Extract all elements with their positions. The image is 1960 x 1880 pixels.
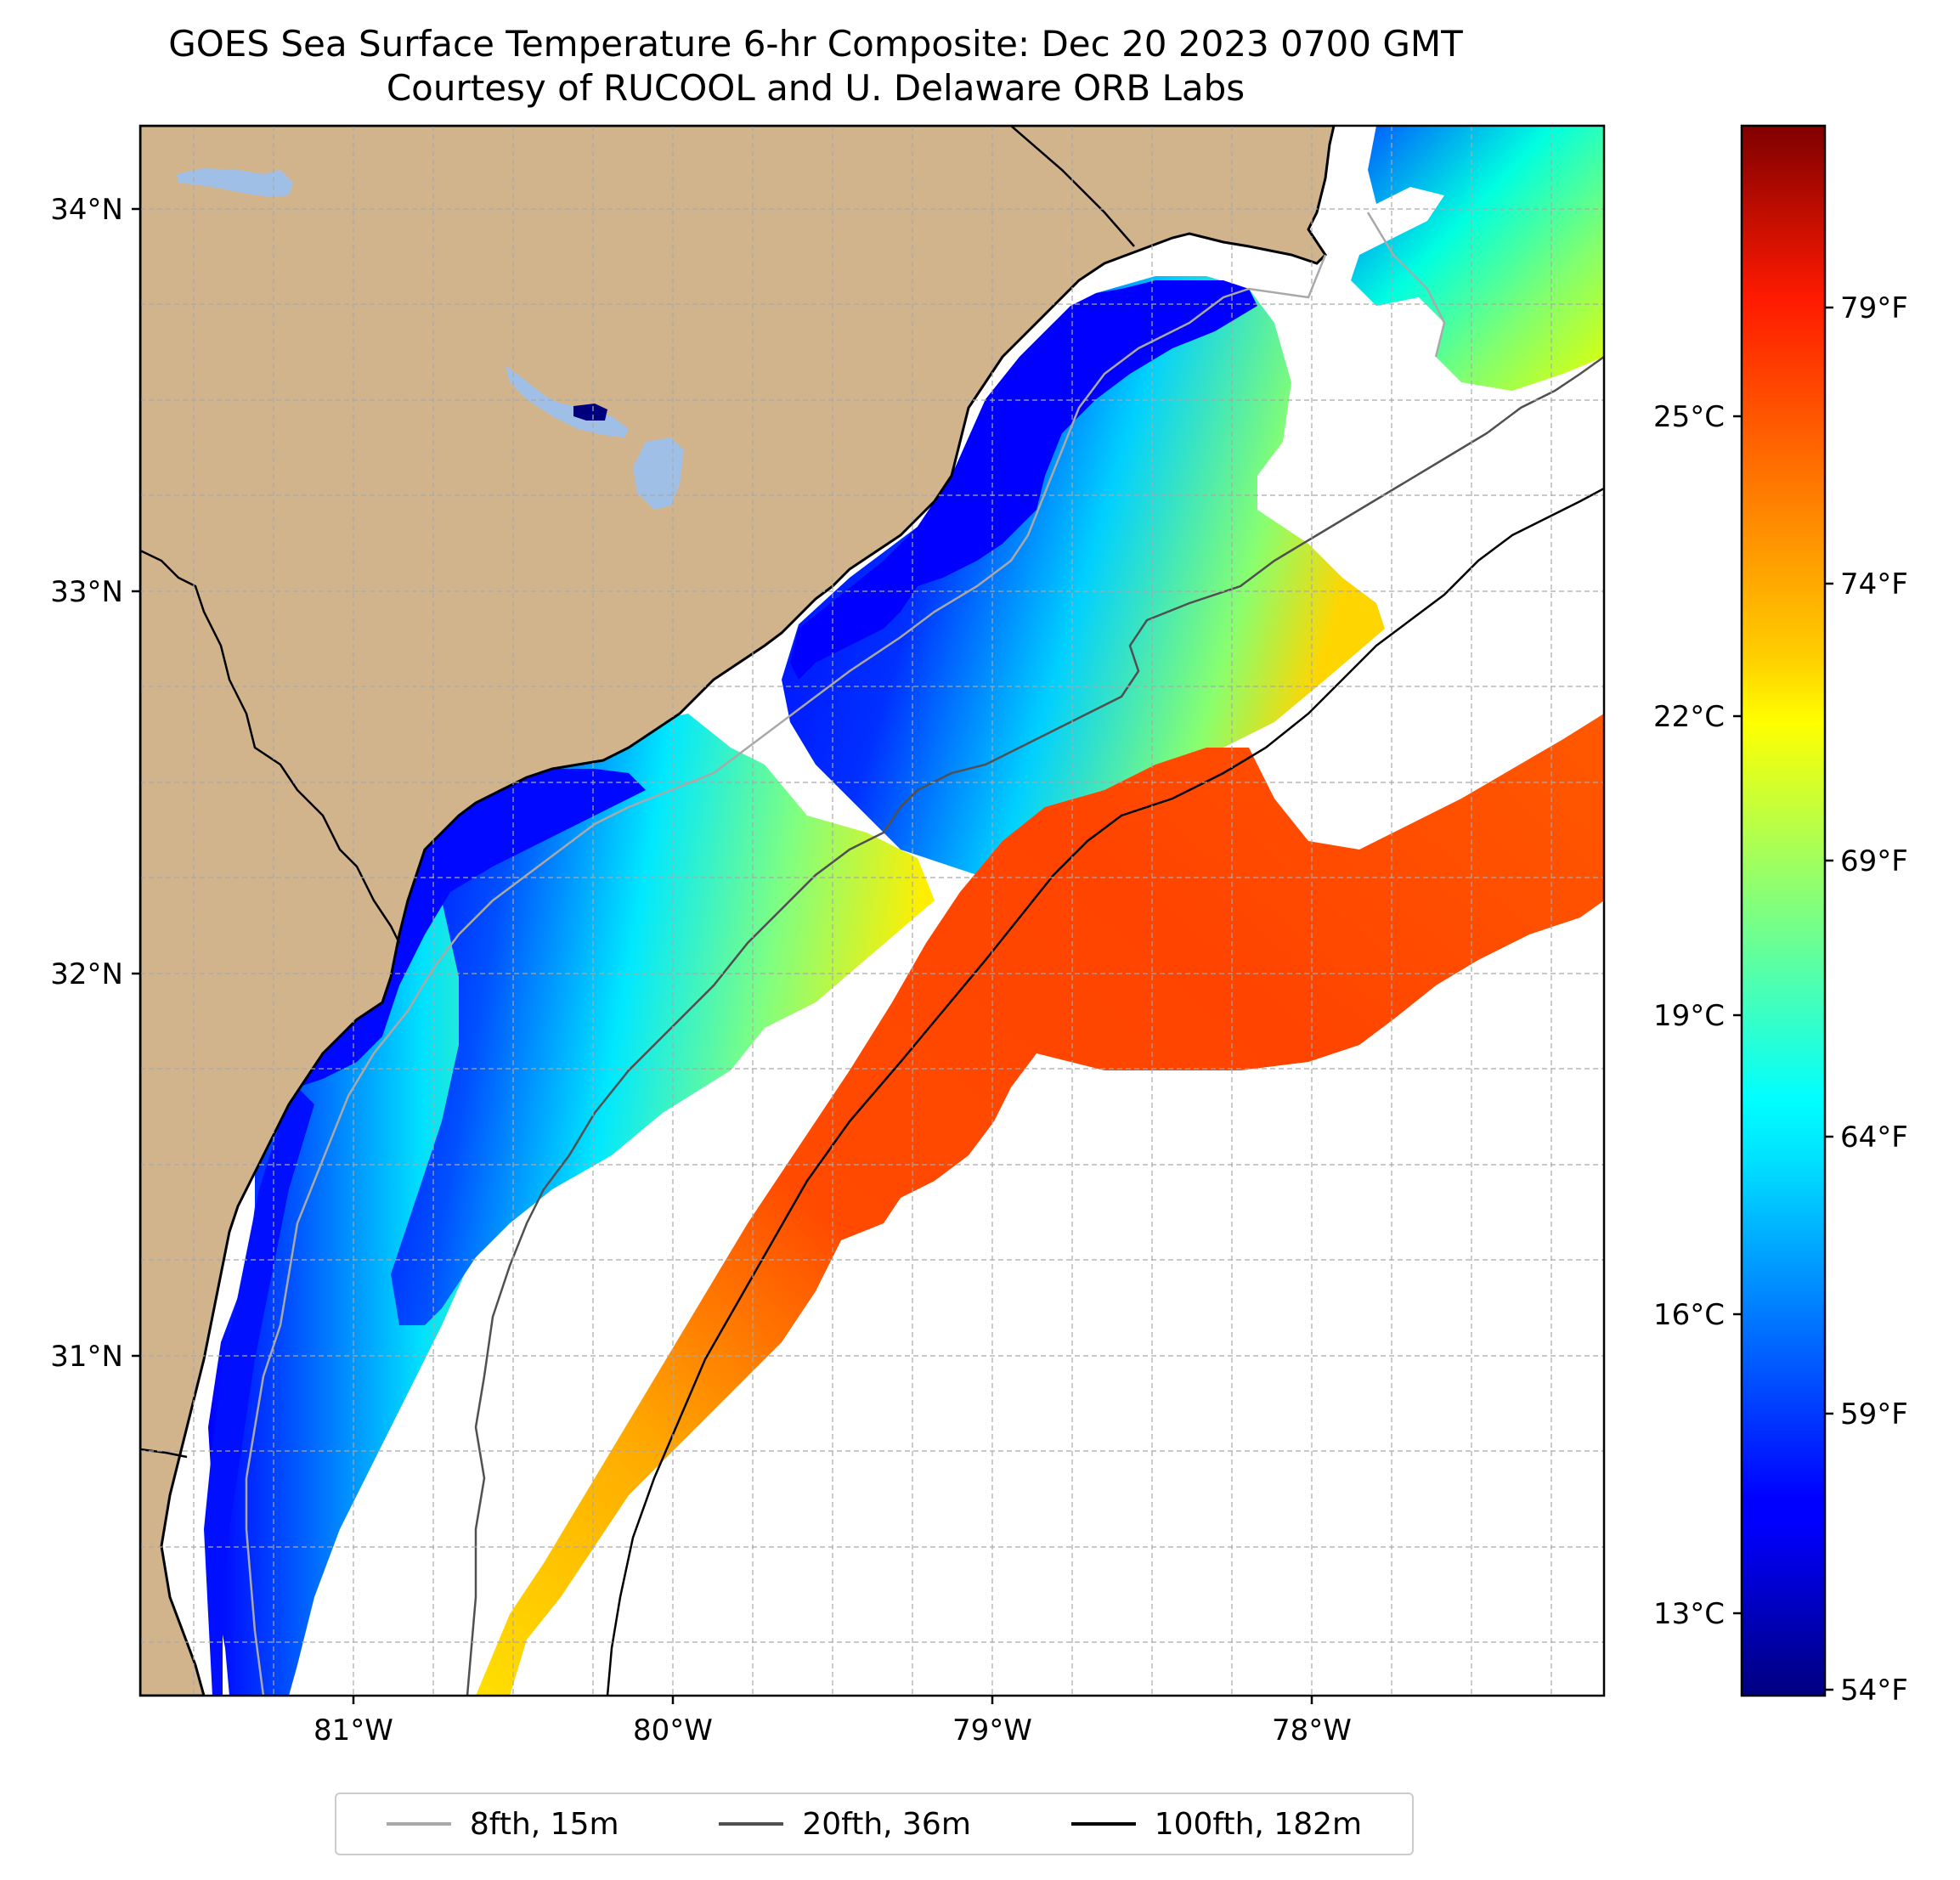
sst-region-mid-shelf [391,714,935,1325]
sst-region-coastal-cold-south [204,1087,314,1696]
isobath-100fth [606,487,1604,1696]
lat-label-33n: 33°N [50,575,123,609]
colorbar-f-79: 79°F [1840,291,1908,325]
colorbar-c-13: 13°C [1653,1597,1725,1631]
legend-label-20fth: 20fth, 36m [802,1806,971,1842]
sst-region-gulf-stream [476,714,1604,1696]
lat-label-32n: 32°N [50,957,123,991]
lat-label-31n: 31°N [50,1340,123,1374]
state-border-north [1010,126,1135,247]
lat-label-34n: 34°N [50,193,123,227]
colorbar-f-69: 69°F [1840,844,1908,878]
colorbar [1740,124,1827,1697]
legend-swatch-8fth [386,1822,451,1826]
legend-item-100fth: 100fth, 182m [1070,1806,1363,1842]
chart-title: GOES Sea Surface Temperature 6-hr Compos… [168,23,1463,65]
sst-region-north-shelf [782,276,1385,875]
colorbar-f-54: 54°F [1840,1674,1908,1708]
legend-label-100fth: 100fth, 182m [1154,1806,1363,1842]
chart-subtitle: Courtesy of RUCOOL and U. Delaware ORB L… [386,67,1245,109]
lon-label-81w: 81°W [313,1713,393,1747]
map-panel [140,126,1604,1696]
colorbar-c-22: 22°C [1653,700,1725,734]
lake-south [633,438,684,510]
legend-item-8fth: 8fth, 15m [386,1806,619,1842]
colorbar-c-25: 25°C [1653,400,1725,434]
land-mass [140,126,1336,1696]
lon-label-78w: 78°W [1272,1713,1352,1747]
map-frame [138,124,1606,1697]
isobath-legend: 8fth, 15m 20fth, 36m 100fth, 182m [335,1792,1414,1855]
legend-item-20fth: 20fth, 36m [719,1807,971,1842]
colorbar-ticks [1733,306,1833,1691]
sst-region-coastal-cold [790,280,1257,680]
legend-swatch-100fth [1070,1822,1136,1826]
axis-ticks [132,207,1313,1704]
colorbar-f-59: 59°F [1840,1397,1908,1431]
lake-marion [177,168,293,197]
colorbar-f-74: 74°F [1840,567,1908,601]
legend-swatch-20fth [719,1822,784,1826]
colorbar-c-16: 16°C [1653,1298,1725,1332]
sst-region-northeast [1351,126,1604,391]
colorbar-c-19: 19°C [1653,999,1725,1033]
lake-marion-dark [573,404,607,421]
state-border-south [140,1448,188,1459]
legend-label-8fth: 8fth, 15m [469,1806,619,1842]
lon-label-80w: 80°W [633,1713,713,1747]
sst-data-layer [204,126,1604,1696]
colorbar-f-64: 64°F [1840,1121,1908,1155]
gridlines [140,126,1604,1696]
isobath-8fth [245,212,1446,1696]
isobath-20fth [466,355,1604,1696]
lon-label-79w: 79°W [952,1713,1032,1747]
